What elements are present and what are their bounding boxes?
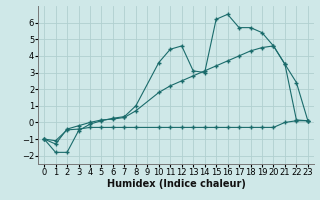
X-axis label: Humidex (Indice chaleur): Humidex (Indice chaleur) xyxy=(107,179,245,189)
